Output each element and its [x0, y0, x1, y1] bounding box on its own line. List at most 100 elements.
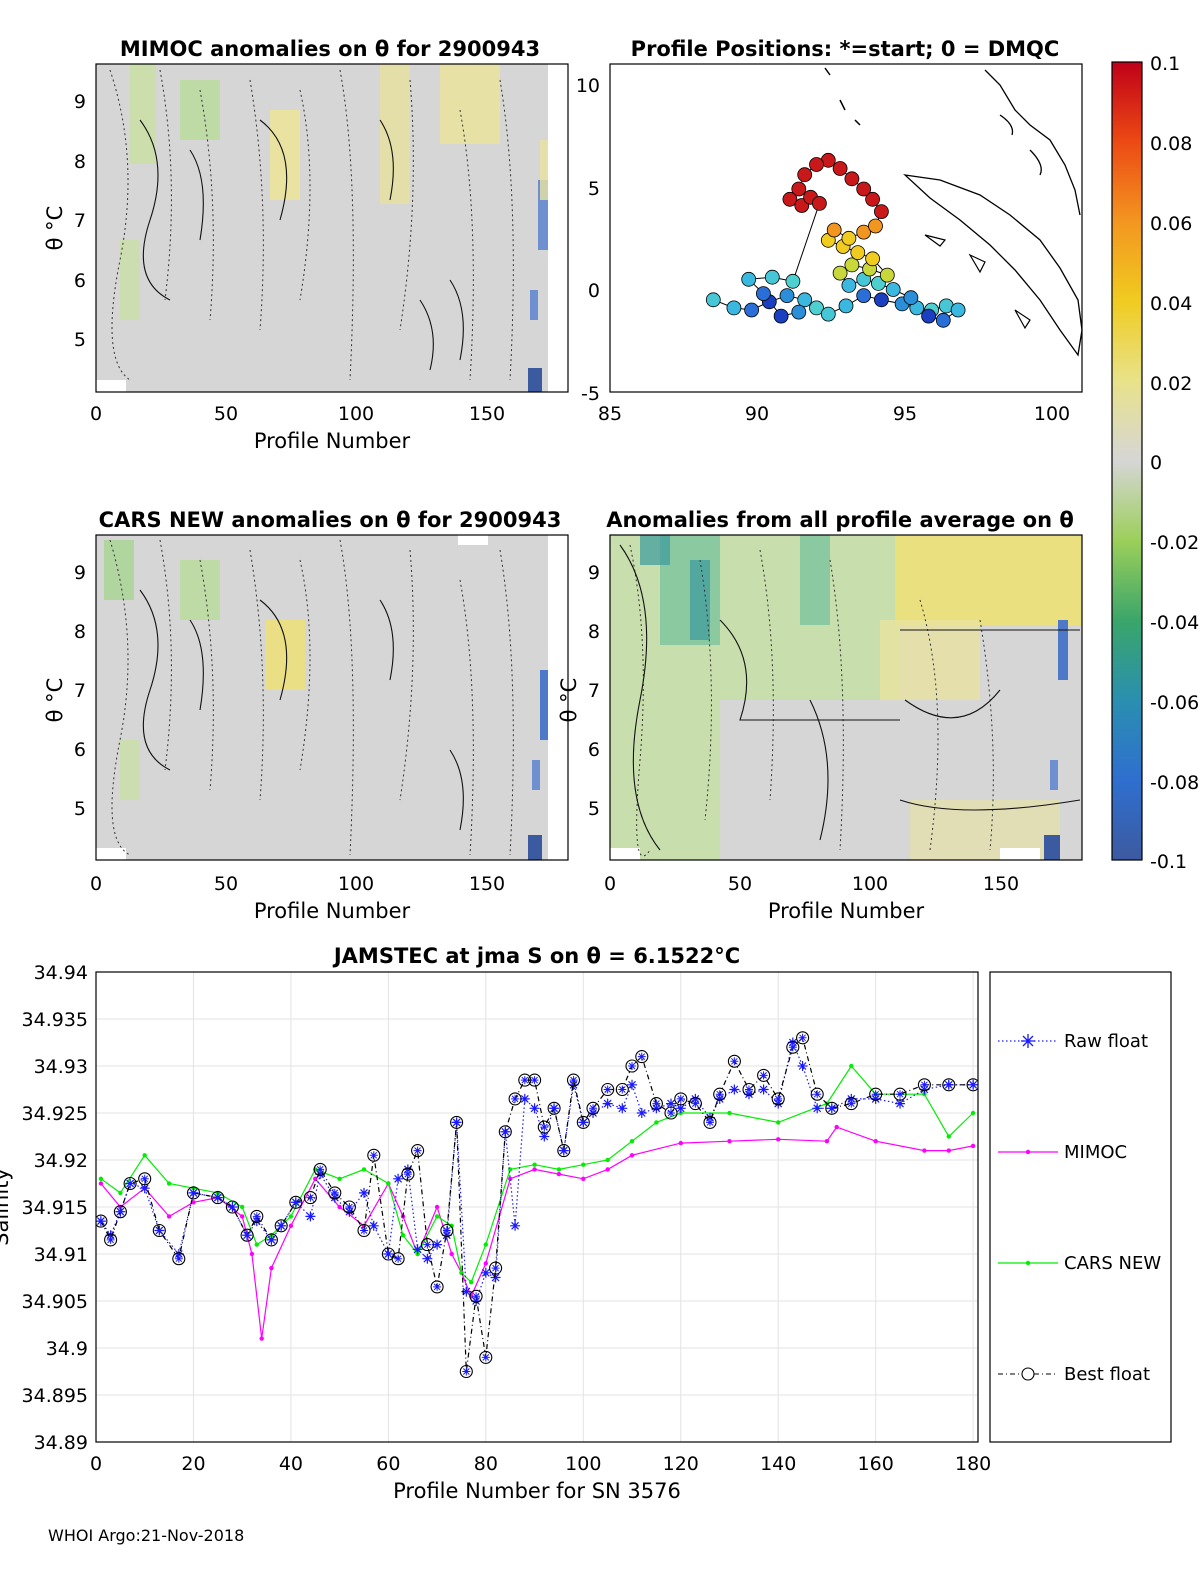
data-point — [625, 1059, 639, 1073]
y-tick: 5 — [74, 329, 86, 351]
data-point — [98, 1181, 104, 1186]
x-tick: 20 — [181, 1453, 205, 1475]
footer-credit: WHOI Argo:21-Nov-2018 — [48, 1526, 245, 1545]
data-point — [812, 1103, 823, 1114]
colorbar-tick: -0.06 — [1150, 692, 1199, 714]
profile-position-point — [705, 292, 721, 308]
data-point — [98, 1176, 104, 1182]
profile-position-point — [809, 300, 824, 316]
data-point — [602, 1098, 613, 1109]
colorbar-tick: 0.02 — [1150, 373, 1192, 395]
data-point — [844, 1097, 858, 1111]
data-point — [690, 1093, 701, 1104]
data-point — [328, 1186, 342, 1200]
data-point — [970, 1110, 976, 1116]
data-point — [849, 1063, 854, 1069]
data-point — [391, 1252, 405, 1266]
data-point — [508, 1092, 522, 1106]
profile-position-point — [726, 300, 742, 316]
data-point — [113, 1205, 127, 1219]
data-point — [581, 1162, 586, 1167]
x-tick: 140 — [760, 1453, 796, 1475]
y-tick: 8 — [588, 621, 600, 643]
circle-marker-icon — [1021, 1367, 1035, 1381]
x-tick: 40 — [279, 1453, 303, 1475]
data-point — [510, 1220, 521, 1231]
data-point — [576, 1115, 590, 1129]
profile-position-point — [903, 290, 919, 306]
data-point — [917, 1078, 931, 1092]
profile-position-point — [744, 302, 759, 318]
y-tick: 5 — [588, 178, 600, 200]
data-point — [629, 1139, 635, 1144]
y-tick: 9 — [588, 562, 600, 584]
y-tick: 7 — [74, 210, 86, 232]
profile-position-point — [865, 251, 880, 267]
x-tick: 50 — [214, 403, 238, 425]
profile-position-point — [791, 181, 807, 197]
profile-position-point — [741, 271, 757, 287]
data-point — [313, 1176, 318, 1182]
data-point — [490, 1272, 501, 1283]
profile-position-point — [856, 224, 872, 240]
x-tick: 120 — [663, 1453, 699, 1475]
data-point — [776, 1120, 781, 1125]
allavg-heatmap — [610, 535, 1082, 860]
data-point — [264, 1233, 278, 1247]
positions-panel: Profile Positions: *=start; 0 = DMQC 10 … — [576, 37, 1083, 425]
data-point — [186, 1186, 201, 1200]
data-point — [743, 1089, 754, 1100]
y-tick: 5 — [588, 798, 600, 820]
data-point — [105, 1230, 116, 1241]
data-point — [946, 1134, 951, 1139]
colorbar-tick: -0.02 — [1150, 532, 1199, 554]
data-point — [757, 1068, 771, 1082]
data-point — [615, 1082, 629, 1097]
y-tick: 34.925 — [22, 1103, 88, 1125]
data-point — [713, 1087, 727, 1101]
data-point — [797, 1061, 808, 1071]
data-point — [532, 1162, 537, 1167]
allavg-x-ticks: 0 50 100 150 — [604, 873, 1019, 895]
y-tick: 10 — [576, 75, 600, 97]
x-tick: 150 — [469, 403, 505, 425]
legend: Raw float MIMOC CARS NEW Best float — [989, 971, 1172, 1443]
data-point — [786, 1040, 800, 1054]
legend-label: Best float — [1064, 1364, 1150, 1385]
data-point — [895, 1098, 906, 1109]
salinity-y-ticks: 34.94 34.935 34.93 34.925 34.92 34.915 34.91 34… — [22, 962, 88, 1454]
allavg-title: Anomalies from all profile average on θ — [606, 508, 1074, 532]
allavg-y-ticks: 9 8 7 6 5 — [588, 562, 600, 820]
allavg-ylabel: θ °C — [557, 678, 581, 723]
allavg-panel: Anomalies from all profile average on θ … — [557, 508, 1083, 923]
data-point — [313, 1162, 327, 1176]
data-point — [461, 1286, 472, 1297]
data-point — [400, 1233, 406, 1238]
data-point — [528, 1073, 542, 1087]
data-point — [483, 1242, 488, 1247]
y-tick: 34.935 — [22, 1009, 88, 1031]
profile-position-point — [879, 267, 895, 283]
coastline-outline — [824, 67, 1083, 357]
x-tick: 100 — [1034, 403, 1070, 425]
data-point — [303, 1191, 317, 1205]
data-point — [329, 1192, 340, 1203]
data-point — [305, 1211, 316, 1222]
data-point — [225, 1200, 239, 1214]
data-point — [211, 1191, 225, 1205]
data-point — [649, 1097, 663, 1111]
y-tick: 8 — [74, 621, 86, 643]
y-tick: 34.91 — [34, 1244, 88, 1266]
profile-position-point — [921, 308, 936, 324]
data-point — [441, 1230, 452, 1241]
data-point — [771, 1092, 785, 1106]
profile-position-point — [865, 191, 880, 207]
y-tick: 0 — [588, 280, 600, 302]
y-tick: 34.915 — [22, 1197, 88, 1219]
data-point — [440, 1223, 454, 1238]
colorbar-tick: 0 — [1150, 452, 1162, 474]
mimoc-title: MIMOC anomalies on θ for 2900943 — [120, 37, 540, 61]
data-point — [519, 1093, 530, 1104]
data-point — [557, 1144, 571, 1158]
mimoc-xlabel: Profile Number — [254, 429, 411, 453]
